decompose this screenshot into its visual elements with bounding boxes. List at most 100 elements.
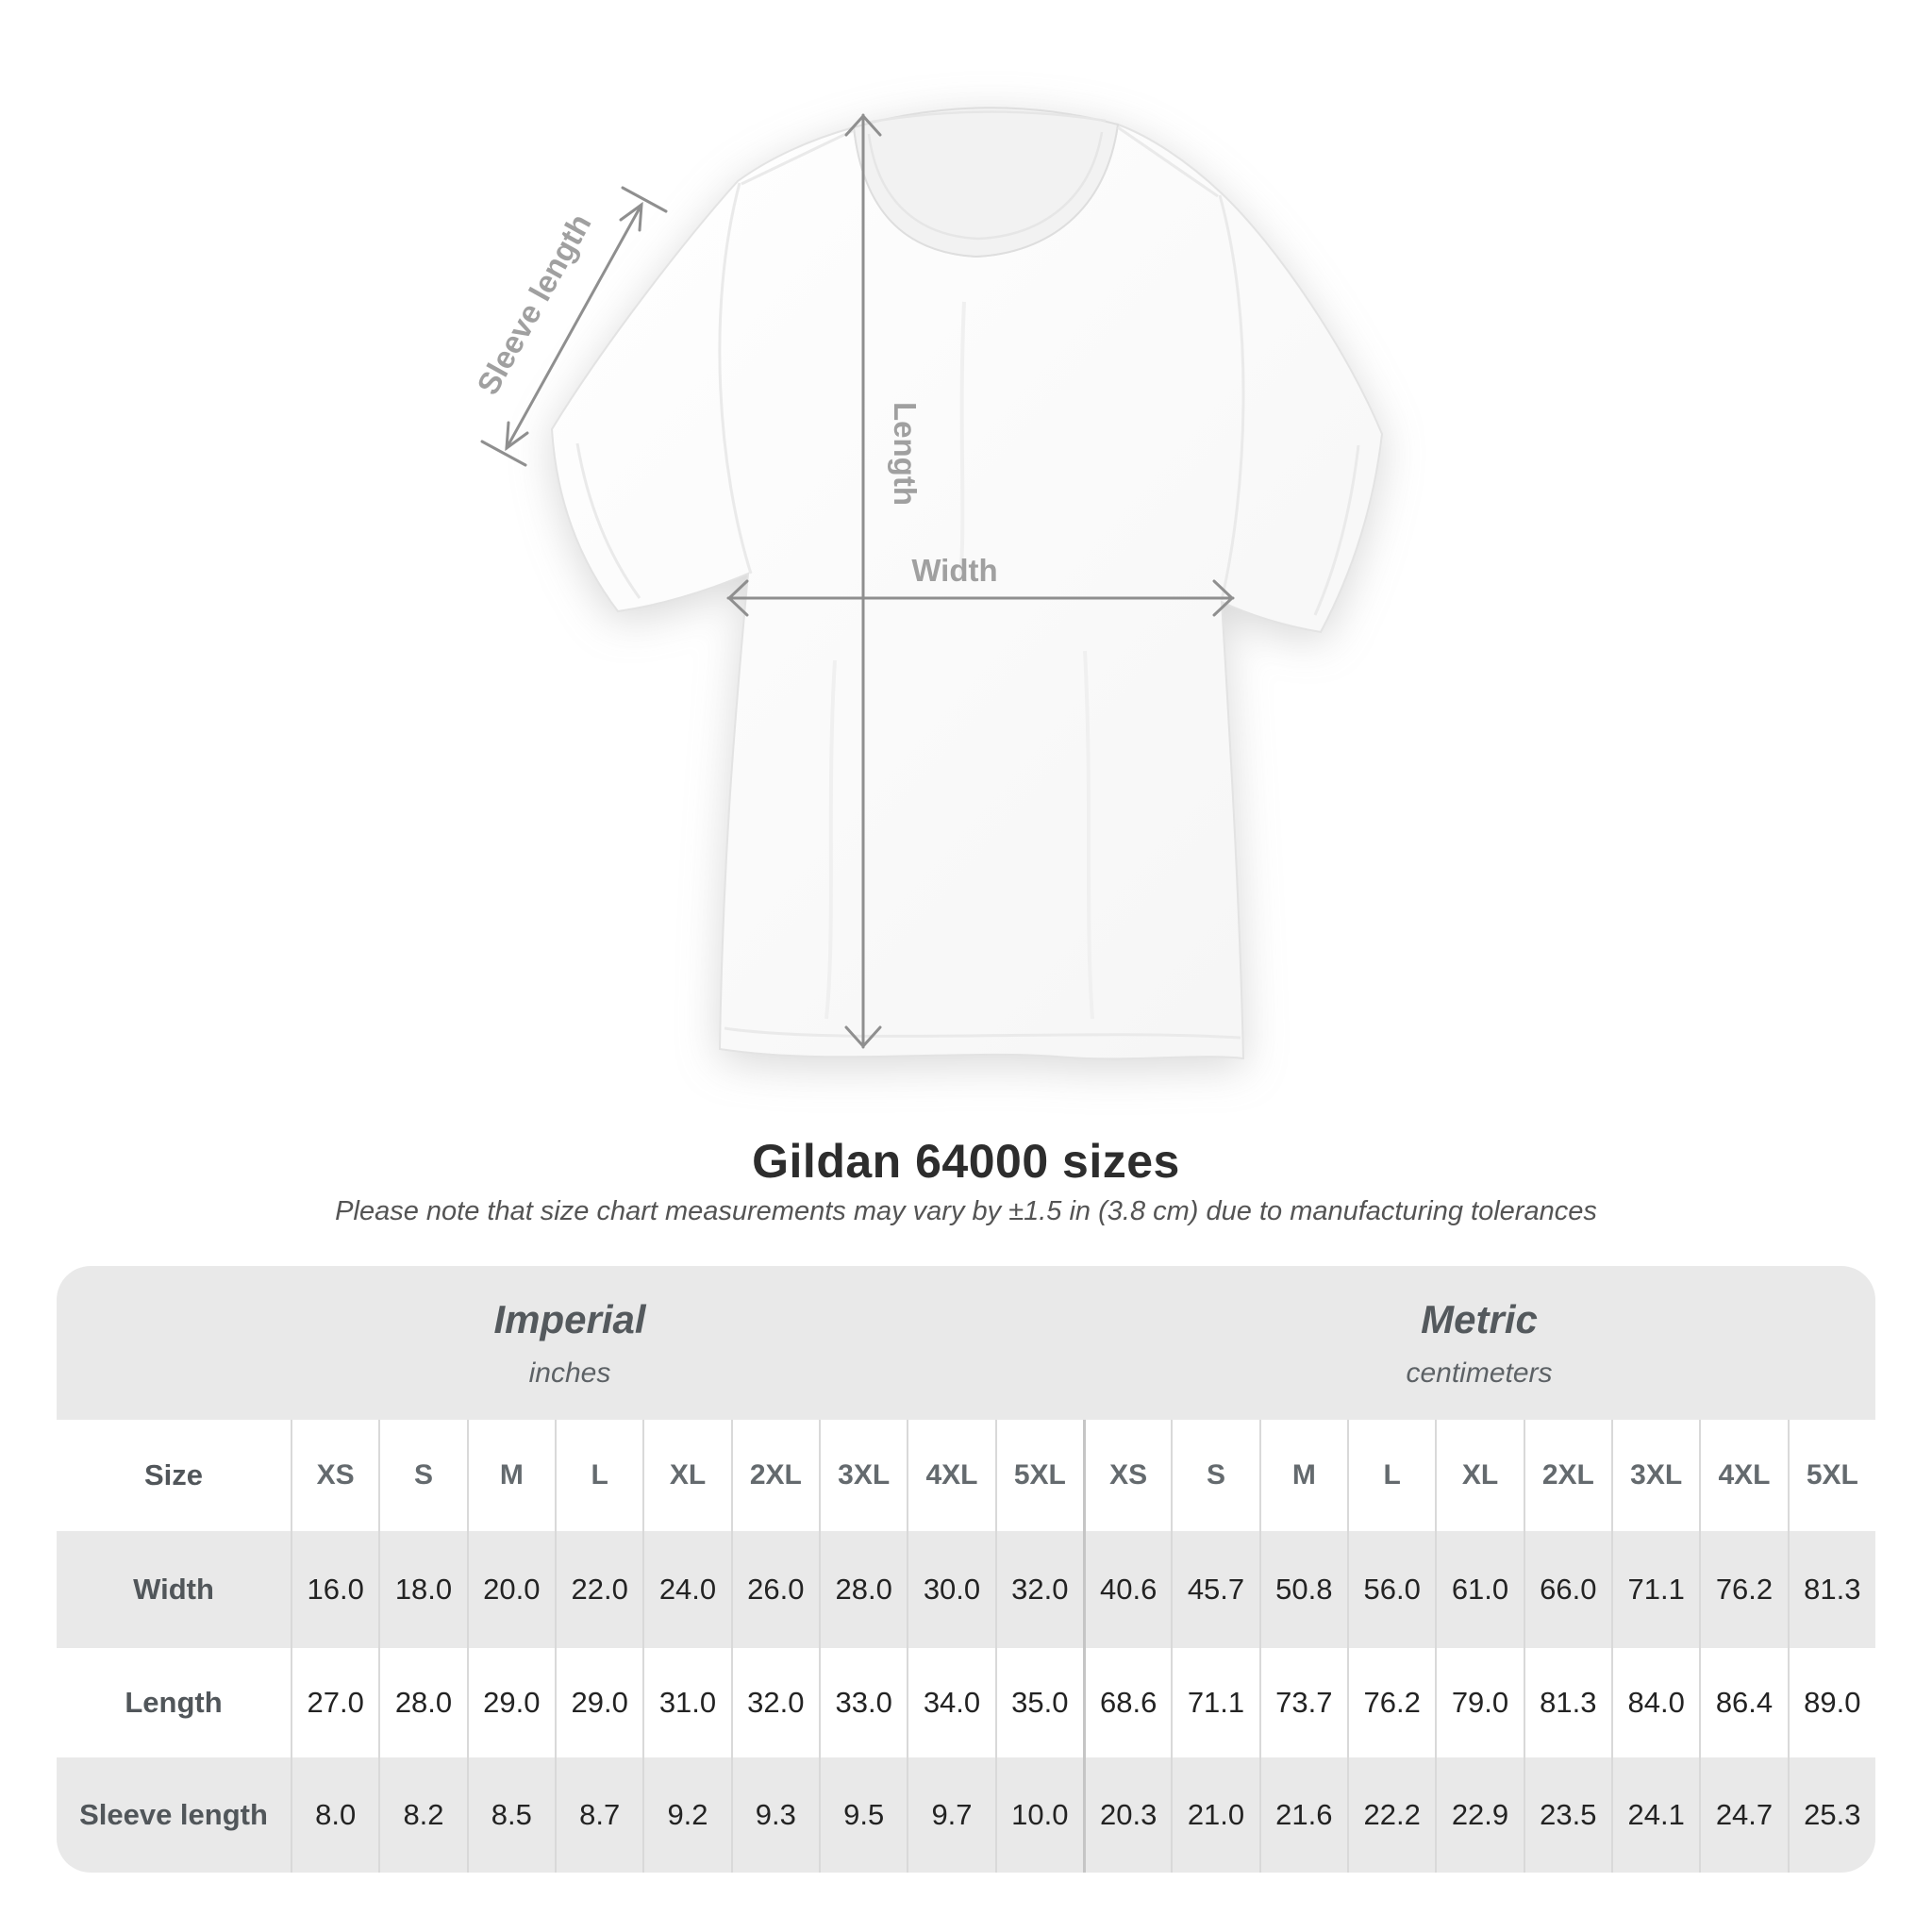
value-cell: 76.2 [1699, 1531, 1788, 1648]
value-cell: 40.6 [1083, 1531, 1172, 1648]
size-header: M [1258, 1420, 1347, 1531]
measurement-arrows [480, 113, 1235, 1049]
page-title: Gildan 64000 sizes [752, 1135, 1180, 1188]
value-cell: 61.0 [1435, 1531, 1524, 1648]
tshirt-measurement-diagram: Length Width Sleeve length [470, 107, 1384, 1060]
value-cell: 66.0 [1523, 1531, 1611, 1648]
sleeve-length-arrow [480, 186, 668, 467]
size-header: XS [291, 1420, 378, 1531]
sleeve-length-measure-label: Sleeve length [470, 208, 598, 400]
size-header: 4XL [1699, 1420, 1787, 1531]
metric-group-label: Metric [1421, 1296, 1538, 1341]
size-table: Imperial inches Metric centimeters Size … [57, 1266, 1875, 1873]
tshirt-body [550, 123, 1384, 1060]
value-cell: 73.7 [1258, 1648, 1347, 1757]
imperial-group-unit: inches [528, 1357, 611, 1389]
value-cell: 21.6 [1258, 1757, 1347, 1873]
imperial-group-header: Imperial inches [57, 1266, 1083, 1420]
value-cell: 8.7 [555, 1757, 643, 1873]
value-cell: 30.0 [907, 1531, 995, 1648]
value-cell: 8.0 [291, 1757, 379, 1873]
metric-group-header: Metric centimeters [1083, 1266, 1875, 1420]
width-arrow [726, 579, 1235, 617]
value-cell: 24.1 [1611, 1757, 1700, 1873]
width-measure-label: Width [911, 553, 997, 588]
size-header: XS [1083, 1420, 1171, 1531]
value-cell: 35.0 [994, 1648, 1083, 1757]
value-cell: 22.9 [1435, 1757, 1524, 1873]
length-arrow [844, 113, 882, 1049]
value-cell: 31.0 [642, 1648, 730, 1757]
value-cell: 8.5 [466, 1757, 555, 1873]
value-cell: 34.0 [907, 1648, 994, 1757]
value-cell: 56.0 [1347, 1531, 1436, 1648]
value-cell: 10.0 [994, 1757, 1083, 1873]
value-cell: 45.7 [1171, 1531, 1259, 1648]
value-cell: 76.2 [1347, 1648, 1435, 1757]
value-cell: 71.1 [1171, 1648, 1258, 1757]
tshirt-graphic [550, 107, 1384, 1060]
size-header: 3XL [1611, 1420, 1699, 1531]
metric-group-unit: centimeters [1406, 1357, 1553, 1389]
value-cell: 81.3 [1787, 1531, 1875, 1648]
value-cell: 81.3 [1523, 1648, 1611, 1757]
value-cell: 20.0 [466, 1531, 555, 1648]
size-header: XL [642, 1420, 730, 1531]
value-cell: 9.7 [907, 1757, 995, 1873]
value-cell: 24.0 [642, 1531, 731, 1648]
value-cell: 84.0 [1611, 1648, 1699, 1757]
tshirt-seams [575, 125, 1360, 1040]
value-cell: 33.0 [819, 1648, 907, 1757]
tshirt-neck-opening [852, 107, 1120, 258]
value-cell: 22.0 [555, 1531, 643, 1648]
value-cell: 23.5 [1523, 1757, 1611, 1873]
value-cell: 71.1 [1611, 1531, 1700, 1648]
size-header: 3XL [819, 1420, 907, 1531]
size-header: 2XL [1523, 1420, 1611, 1531]
value-cell: 50.8 [1258, 1531, 1347, 1648]
value-cell: 28.0 [378, 1648, 466, 1757]
row-label-length: Length [125, 1686, 223, 1719]
size-header: 2XL [730, 1420, 819, 1531]
size-column-label: Size [143, 1458, 204, 1491]
tshirt-collar-ribbing [865, 110, 1107, 241]
size-header: L [1347, 1420, 1435, 1531]
value-cell: 9.3 [730, 1757, 819, 1873]
size-header: 5XL [1787, 1420, 1875, 1531]
value-cell: 89.0 [1787, 1648, 1875, 1757]
value-cell: 29.0 [555, 1648, 642, 1757]
value-cell: 26.0 [730, 1531, 819, 1648]
value-cell: 22.2 [1347, 1757, 1436, 1873]
size-header: S [378, 1420, 466, 1531]
size-header: M [466, 1420, 555, 1531]
row-label-sleeve-length: Sleeve length [57, 1757, 291, 1873]
size-header: S [1171, 1420, 1258, 1531]
size-header: 4XL [907, 1420, 994, 1531]
value-cell: 21.0 [1171, 1757, 1259, 1873]
value-cell: 68.6 [1083, 1648, 1171, 1757]
size-header: XL [1435, 1420, 1523, 1531]
value-cell: 79.0 [1435, 1648, 1523, 1757]
tshirt-wrinkles [824, 301, 1094, 1020]
value-cell: 16.0 [291, 1531, 379, 1648]
value-cell: 32.0 [730, 1648, 819, 1757]
value-cell: 86.4 [1699, 1648, 1787, 1757]
value-cell: 24.7 [1699, 1757, 1788, 1873]
value-cell: 20.3 [1083, 1757, 1172, 1873]
length-measure-label: Length [888, 402, 923, 506]
value-cell: 27.0 [291, 1648, 378, 1757]
value-cell: 18.0 [378, 1531, 467, 1648]
value-cell: 29.0 [466, 1648, 555, 1757]
imperial-group-label: Imperial [493, 1296, 646, 1341]
value-cell: 9.2 [642, 1757, 731, 1873]
value-cell: 28.0 [819, 1531, 908, 1648]
value-cell: 8.2 [378, 1757, 467, 1873]
value-cell: 32.0 [994, 1531, 1083, 1648]
size-header: L [555, 1420, 642, 1531]
size-header: 5XL [994, 1420, 1083, 1531]
tolerance-note: Please note that size chart measurements… [335, 1196, 1597, 1226]
row-label-width: Width [57, 1531, 291, 1648]
value-cell: 25.3 [1787, 1757, 1875, 1873]
value-cell: 9.5 [819, 1757, 908, 1873]
